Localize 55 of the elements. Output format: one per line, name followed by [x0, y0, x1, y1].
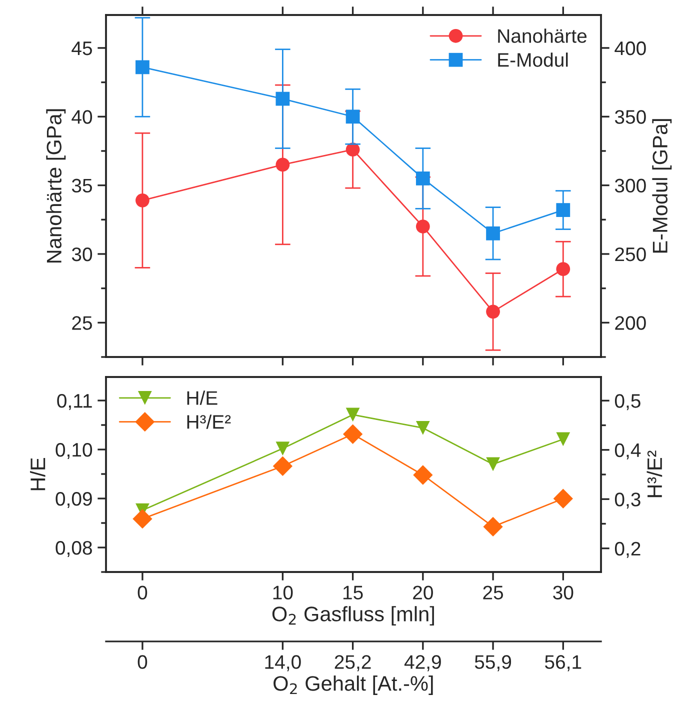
- y2-tick-label: 0,2: [614, 542, 640, 558]
- point: [132, 508, 152, 529]
- y2-tick-label: 300: [614, 178, 646, 193]
- legend-label: Nanohärte: [498, 28, 587, 43]
- point: [272, 456, 293, 476]
- point: [486, 226, 500, 240]
- x2-axis-title: O$_{2}$ Gehalt [At.-%]: [274, 676, 433, 695]
- point: [276, 442, 290, 456]
- y-tick-label: 40: [72, 110, 92, 124]
- y-tick-label: 0,08: [56, 540, 92, 558]
- annotation: 25,2: [334, 655, 371, 672]
- y-axis-title: H/E: [30, 458, 46, 490]
- point: [413, 465, 433, 485]
- y-tick-label: 0,10: [56, 442, 92, 460]
- annotation: 55,9: [474, 655, 512, 672]
- y-tick-label: 25: [72, 316, 92, 330]
- point: [553, 488, 573, 508]
- y2-tick-label: 0,3: [614, 492, 640, 509]
- point: [556, 432, 570, 446]
- y2-tick-label: 350: [614, 110, 646, 124]
- y2-tick-label: 200: [615, 316, 646, 330]
- y-axis-title: Nanohärte [GPa]: [46, 109, 66, 262]
- point: [346, 408, 360, 422]
- y2-axis-title: E-Modul [GPa]: [652, 119, 672, 253]
- y2-tick-label: 0,5: [614, 394, 640, 410]
- y2-tick-label: 400: [614, 41, 646, 56]
- point: [483, 516, 503, 537]
- point: [136, 60, 150, 74]
- y-tick-label: 30: [72, 247, 92, 262]
- y-tick-label: 0,11: [57, 394, 92, 410]
- x-tick-label: 0: [138, 586, 148, 600]
- y-tick-label: 45: [72, 42, 92, 56]
- x-axis-title: O$_{2}$ Gasfluss [mln]: [272, 606, 434, 626]
- point: [416, 421, 430, 435]
- x-tick-label: 25: [483, 586, 504, 600]
- annotation: 56,1: [544, 655, 582, 672]
- point: [342, 424, 363, 444]
- point: [556, 203, 570, 217]
- legend-label: H/E: [187, 390, 218, 405]
- legend-label: H³/E²: [187, 414, 231, 429]
- y2-tick-label: 250: [615, 247, 646, 262]
- legend-label: E-Modul: [498, 52, 568, 67]
- y-tick-label: 35: [72, 178, 92, 193]
- x-tick-label: 20: [413, 586, 433, 600]
- y2-axis-title: H³/E²: [646, 450, 662, 498]
- point: [486, 457, 500, 472]
- y2-tick-label: 0,4: [614, 443, 641, 460]
- point: [416, 172, 430, 186]
- x-tick-label: 15: [343, 586, 363, 600]
- x-tick-label: 10: [273, 586, 293, 600]
- annotation: 0: [138, 655, 148, 669]
- x-tick-label: 30: [553, 586, 574, 600]
- annotation: 14,0: [265, 655, 301, 672]
- y-tick-label: 0,09: [56, 492, 92, 508]
- annotation: 42,9: [404, 655, 441, 672]
